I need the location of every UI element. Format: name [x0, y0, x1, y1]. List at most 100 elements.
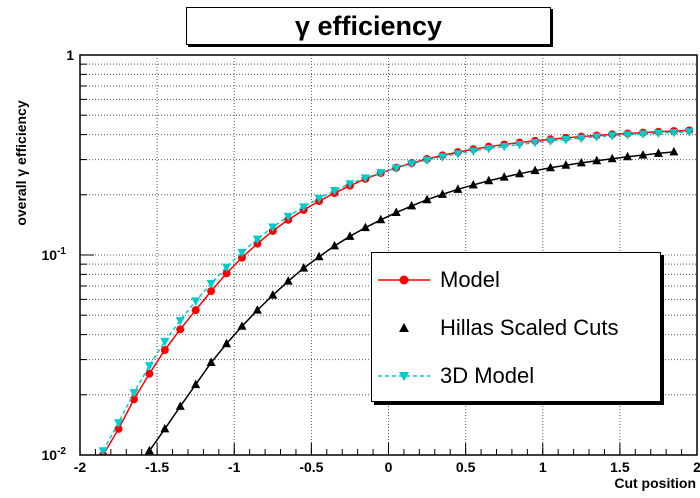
legend-label-3d-model: 3D Model	[440, 363, 535, 388]
data-point	[453, 184, 463, 193]
data-point	[268, 290, 278, 299]
data-point	[314, 194, 324, 204]
data-point	[422, 194, 432, 204]
data-point	[129, 469, 138, 478]
data-point	[468, 147, 478, 157]
data-point	[499, 142, 509, 152]
series-hillas-scaled-cuts	[129, 146, 679, 478]
data-point	[299, 263, 309, 272]
data-point	[252, 235, 262, 245]
data-point	[252, 305, 262, 314]
data-point	[407, 200, 417, 210]
x-axis-label: Cut position	[614, 475, 696, 491]
data-point	[376, 169, 386, 178]
x-tick-label: 1	[539, 459, 547, 475]
data-point	[530, 139, 540, 148]
data-point	[175, 317, 185, 326]
data-point	[360, 174, 370, 183]
data-point	[222, 338, 232, 348]
data-point	[160, 337, 170, 347]
data-point	[484, 144, 494, 154]
data-point	[222, 269, 231, 278]
data-point	[144, 362, 154, 371]
data-point	[684, 128, 694, 137]
data-point	[484, 175, 494, 185]
data-point	[453, 150, 463, 159]
x-tick-label: 2	[693, 459, 700, 475]
data-point	[376, 214, 386, 224]
data-point	[345, 180, 355, 189]
data-point	[592, 155, 602, 165]
tick-labels: -2 -1.5 -1 -0.5 0 0.5 1 1.5 2 10-2 10-1 1	[42, 47, 700, 475]
data-point	[283, 276, 293, 285]
data-point	[145, 369, 154, 378]
data-point	[237, 248, 247, 258]
x-tick-label: 1.5	[610, 459, 630, 475]
data-point	[222, 263, 232, 273]
data-point	[206, 280, 216, 289]
legend-marker-3d-model	[378, 372, 430, 381]
data-point	[237, 321, 247, 330]
data-point	[268, 223, 278, 233]
data-point	[391, 207, 401, 217]
data-point	[545, 162, 555, 172]
data-point	[191, 379, 201, 389]
data-point	[314, 251, 324, 261]
data-point	[545, 137, 555, 146]
data-point	[515, 168, 525, 178]
data-point	[437, 189, 447, 198]
legend: Model Hillas Scaled Cuts 3D Model	[371, 252, 661, 402]
plot-area	[98, 126, 694, 478]
data-point	[191, 297, 201, 306]
data-point	[207, 287, 216, 296]
data-point	[237, 253, 246, 262]
legend-item-model: Model	[372, 258, 660, 302]
legend-marker-model	[378, 275, 430, 285]
data-point	[561, 160, 571, 169]
legend-marker-hillas	[399, 323, 409, 332]
data-point	[299, 203, 309, 212]
data-point	[98, 447, 108, 455]
data-point	[592, 133, 602, 142]
data-point	[623, 151, 633, 161]
chart-title: γ efficiency	[186, 7, 551, 45]
data-point	[175, 401, 185, 410]
x-tick-label: -2	[74, 459, 87, 475]
data-point	[576, 134, 586, 144]
plot-frame	[79, 54, 698, 456]
data-point	[530, 165, 540, 175]
data-point	[407, 160, 417, 169]
data-point	[129, 395, 138, 404]
x-tick-label: -1.5	[145, 459, 169, 475]
data-point	[638, 130, 648, 139]
data-point	[623, 131, 633, 140]
chart-title-text: γ efficiency	[294, 10, 443, 41]
data-point	[114, 424, 123, 433]
y-tick-label: 1	[66, 47, 74, 63]
data-point	[653, 148, 663, 157]
data-point	[191, 306, 200, 315]
legend-label-hillas: Hillas Scaled Cuts	[440, 315, 619, 340]
data-point	[576, 157, 586, 167]
y-tick-label: 10-1	[42, 246, 67, 263]
data-point	[283, 212, 293, 222]
data-point	[515, 140, 525, 150]
data-point	[176, 325, 185, 334]
data-point	[561, 136, 571, 145]
data-point	[345, 231, 355, 240]
data-point	[468, 179, 478, 189]
x-tick-label: 0.5	[456, 459, 476, 475]
data-point	[330, 187, 340, 196]
legend-item-hillas: Hillas Scaled Cuts	[372, 306, 660, 350]
data-point	[160, 345, 169, 354]
data-point	[206, 357, 216, 367]
data-point	[499, 172, 509, 181]
data-point	[607, 153, 617, 163]
data-point	[607, 132, 617, 141]
data-point	[160, 423, 170, 433]
data-point	[669, 146, 679, 156]
grid-lines	[80, 55, 697, 456]
legend-label-model: Model	[440, 267, 500, 292]
data-point	[330, 240, 340, 250]
